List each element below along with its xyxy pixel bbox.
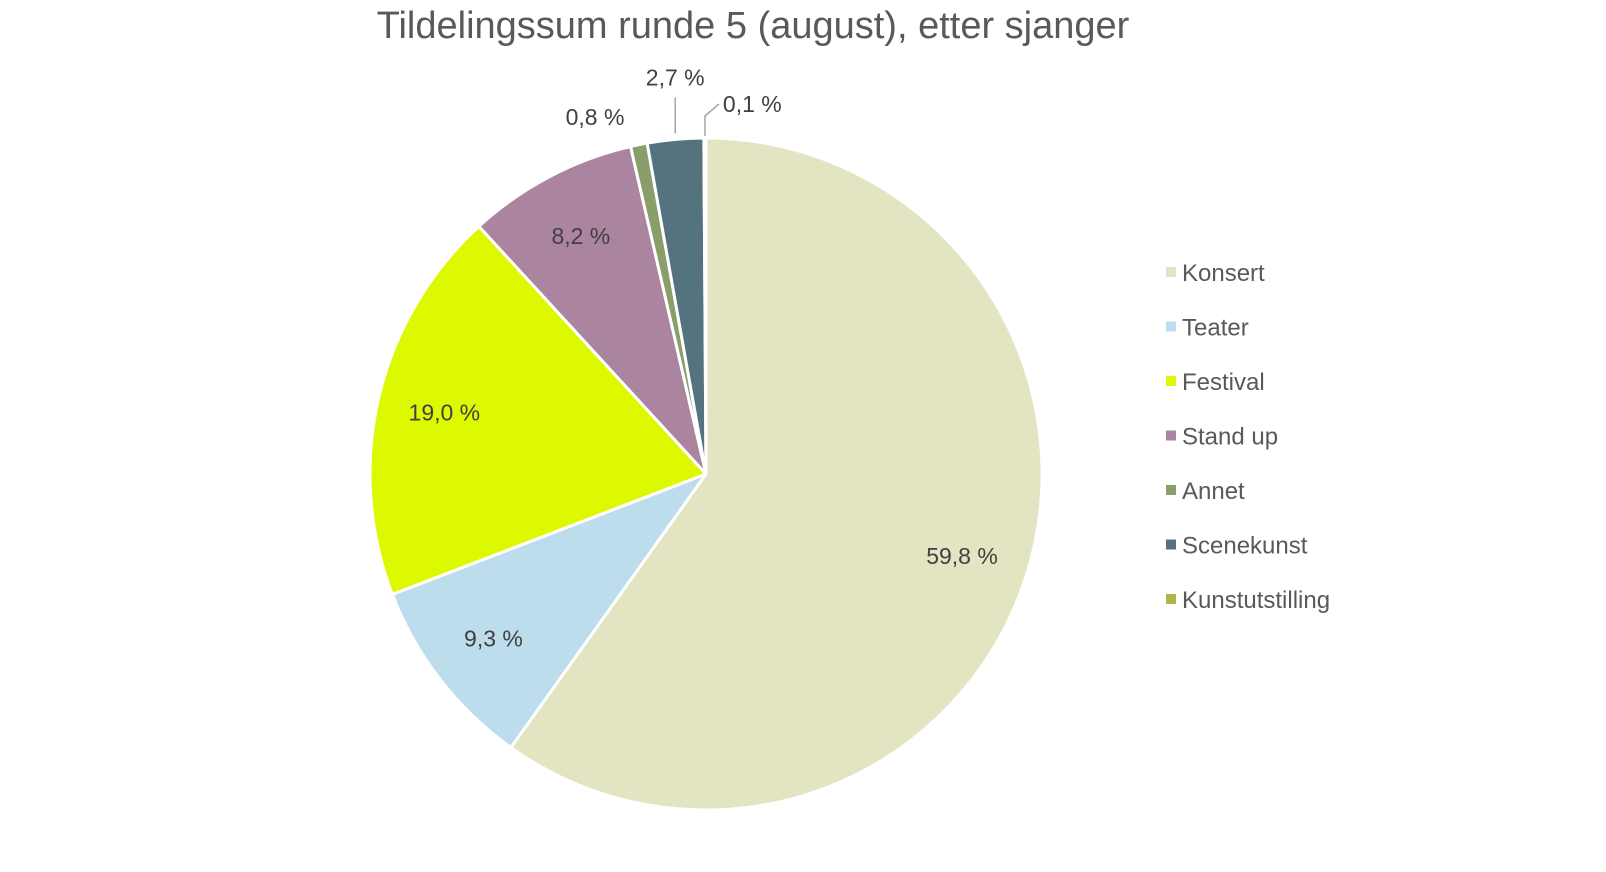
data-label-scenekunst: 2,7 % xyxy=(646,64,705,90)
chart-title: Tildelingssum runde 5 (august), etter sj… xyxy=(377,5,1130,47)
legend-label-scenekunst: Scenekunst xyxy=(1182,533,1308,560)
legend-swatch-teater xyxy=(1166,321,1176,332)
data-label-stand-up: 8,2 % xyxy=(551,223,610,249)
data-label-festival: 19,0 % xyxy=(409,399,481,425)
data-label-teater: 9,3 % xyxy=(464,626,523,652)
legend-swatch-konsert xyxy=(1166,267,1176,277)
pie-slices xyxy=(368,136,1044,812)
pie-slice-teater xyxy=(390,472,708,750)
data-labels: 59,8 % 9,3 % 19,0 % 8,2 % 0,8 % 2,7 % 0,1 % xyxy=(409,64,998,651)
pie-slice-kunstutstilling xyxy=(702,136,708,476)
data-label-konsert: 59,8 % xyxy=(926,543,998,569)
legend-swatch-scenekunst xyxy=(1166,539,1176,550)
data-label-kunstutstilling: 0,1 % xyxy=(723,91,782,117)
leader-line-kunstutstilling xyxy=(704,103,720,137)
legend-swatch-kunstutstilling xyxy=(1166,594,1176,604)
legend-label-konsert: Konsert xyxy=(1182,260,1265,287)
pie-slice-festival xyxy=(368,224,708,596)
leader-lines xyxy=(674,97,720,137)
legend: Konsert Teater Festival Stand up Annet Scenek… xyxy=(1166,260,1330,614)
legend-label-teater: Teater xyxy=(1182,315,1249,342)
legend-label-kunstutstilling: Kunstutstilling xyxy=(1182,587,1330,614)
legend-swatch-festival xyxy=(1166,376,1176,386)
legend-label-stand-up: Stand up xyxy=(1182,424,1278,451)
data-label-annet: 0,8 % xyxy=(566,104,625,130)
legend-label-annet: Annet xyxy=(1182,478,1245,505)
legend-swatch-stand-up xyxy=(1166,430,1176,441)
legend-label-festival: Festival xyxy=(1182,369,1265,396)
legend-swatch-annet xyxy=(1166,485,1176,495)
pie-slice-konsert xyxy=(509,136,1044,812)
